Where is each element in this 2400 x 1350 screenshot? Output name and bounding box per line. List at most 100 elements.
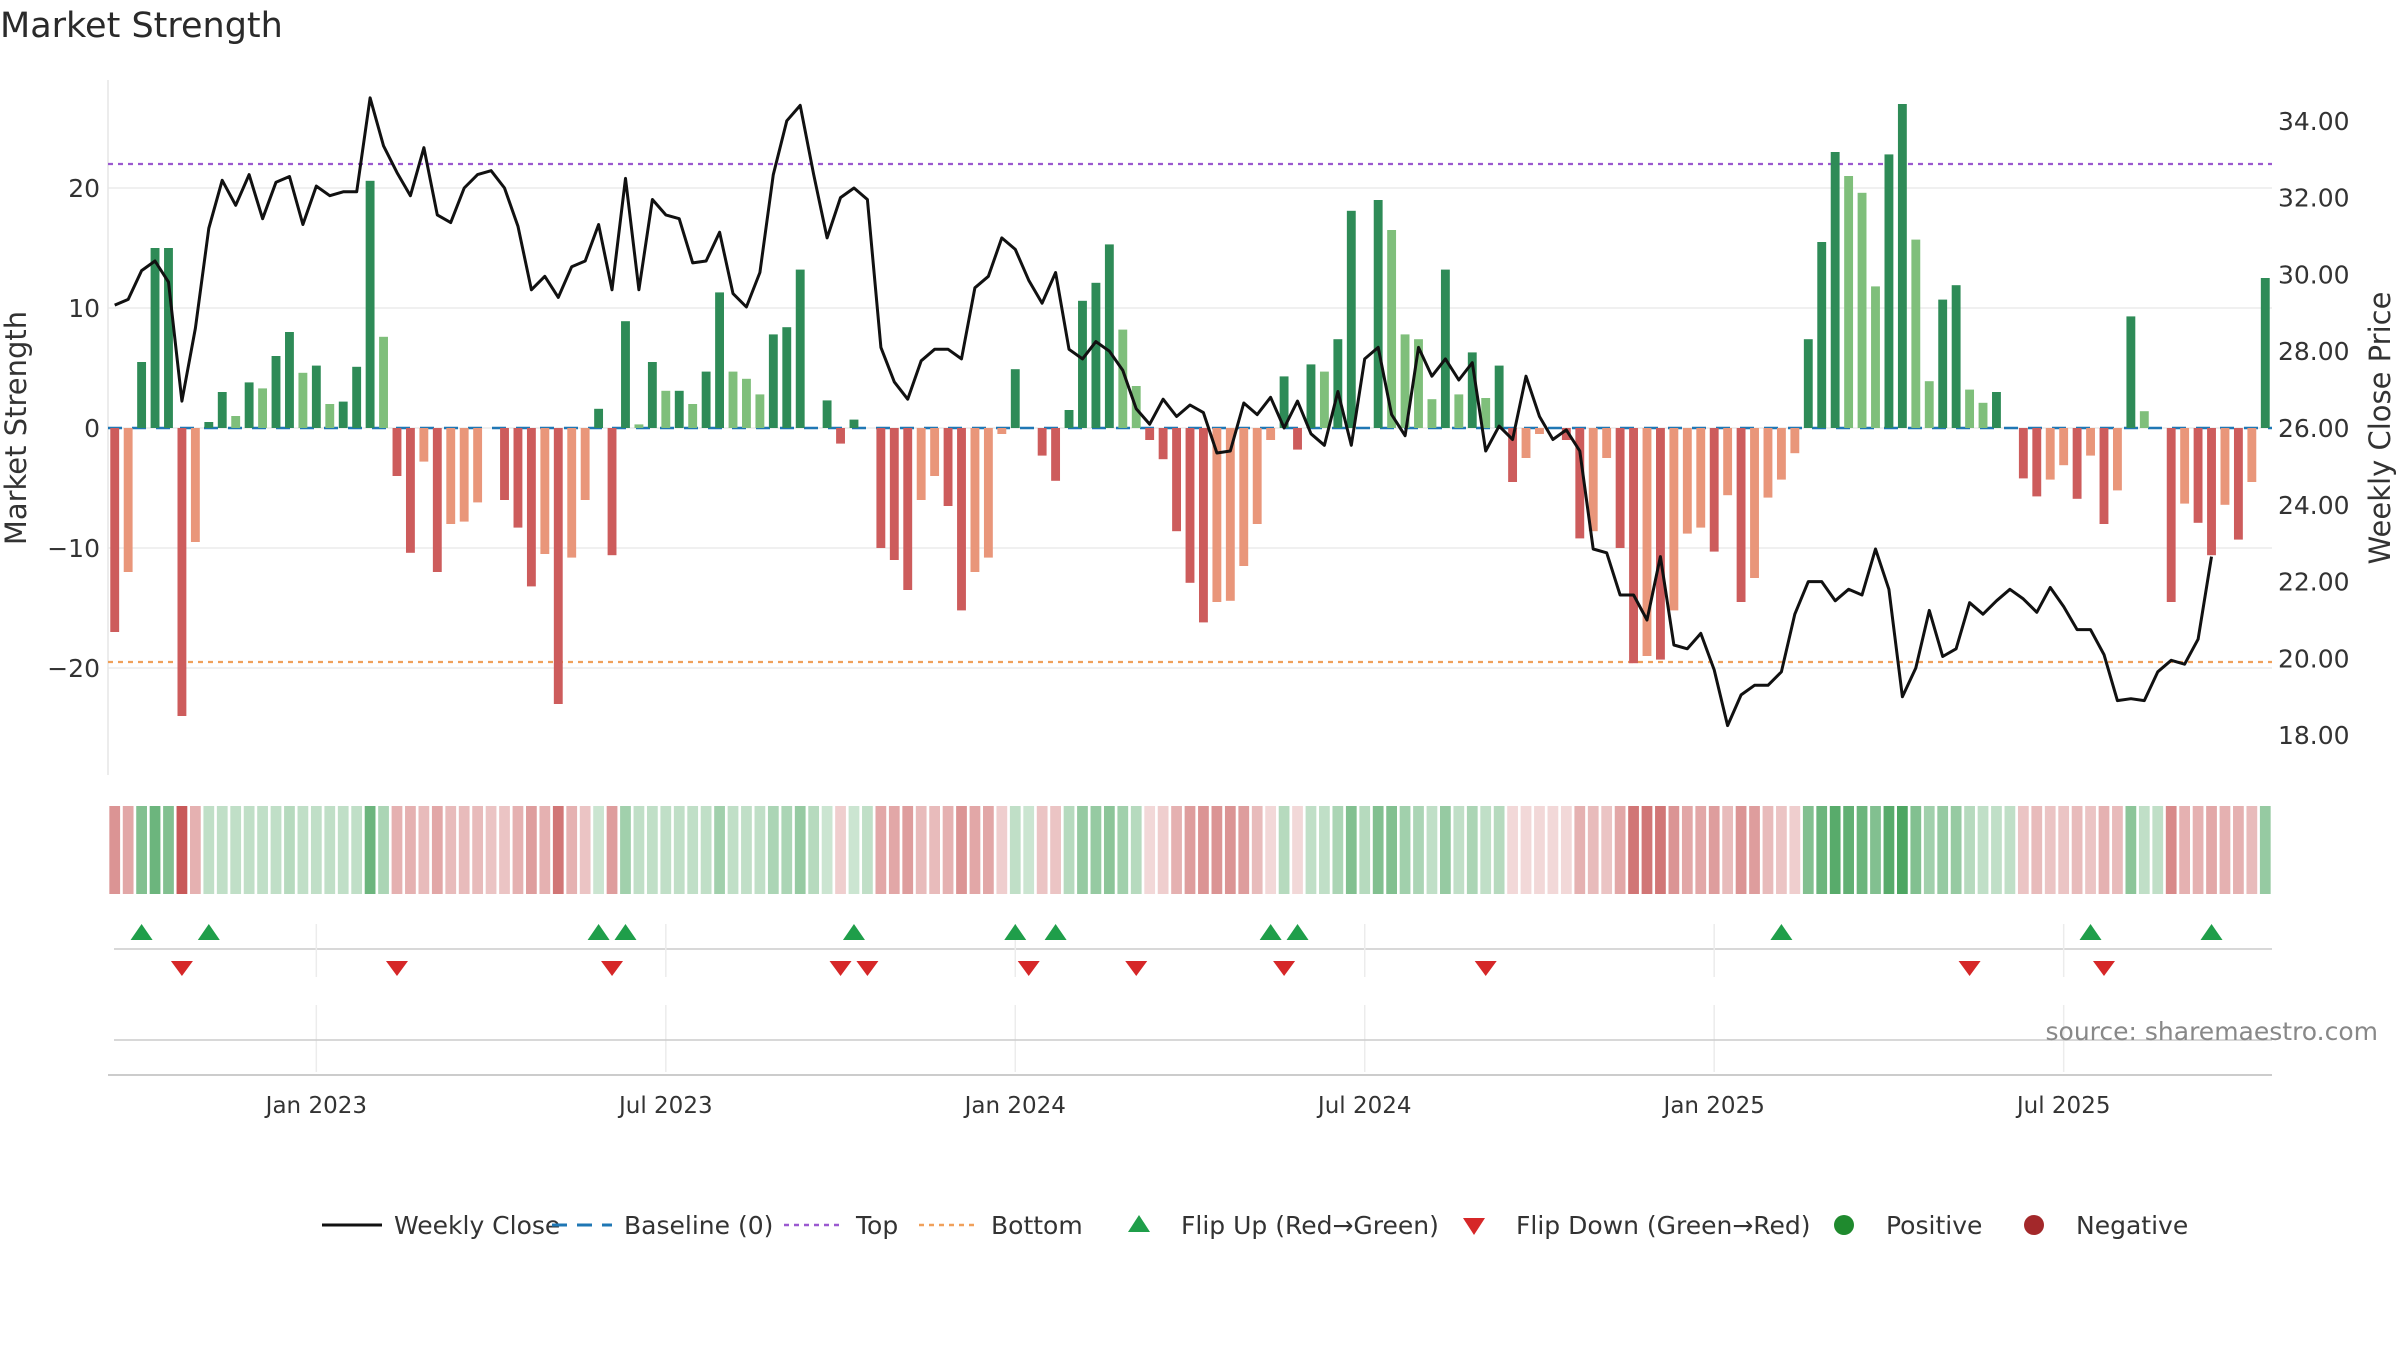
strip-cell	[1587, 806, 1599, 894]
strip-cell	[1292, 806, 1303, 894]
strip-cell	[310, 806, 322, 894]
strip-cell	[1802, 806, 1814, 894]
strip-cell	[2165, 806, 2177, 894]
legend-label: Flip Down (Green→Red)	[1516, 1211, 1811, 1240]
strip-cell	[687, 806, 699, 894]
legend-label: Positive	[1886, 1211, 1982, 1240]
strength-bar	[1521, 428, 1531, 458]
strip-cell	[1157, 806, 1169, 894]
strip-cell	[2138, 806, 2150, 894]
strip-cell	[888, 806, 900, 894]
flip-down-marker	[385, 961, 408, 976]
strength-bar	[2220, 428, 2230, 505]
strip-cell	[956, 806, 967, 894]
strength-bar	[1199, 428, 1208, 623]
strip-cell	[1776, 806, 1787, 894]
strength-bar	[1696, 428, 1706, 528]
strength-bar	[2086, 428, 2095, 456]
strip-cell	[1964, 806, 1975, 894]
strip-cell	[284, 806, 295, 894]
strip-cell	[1762, 806, 1774, 894]
strip-cell	[391, 806, 403, 894]
flip-down-marker	[829, 961, 852, 976]
strength-bar	[594, 408, 604, 428]
strength-bar	[1158, 428, 1168, 460]
strength-bar	[970, 428, 980, 572]
y2-tick-label: 22.00	[2278, 568, 2350, 597]
strength-bar	[540, 428, 550, 554]
flip-down-marker	[1125, 961, 1148, 976]
strip-cell	[741, 806, 752, 894]
strip-cell	[2017, 806, 2029, 894]
strip-cell	[149, 806, 161, 894]
strip-cell	[2125, 806, 2137, 894]
strength-bar	[728, 371, 738, 428]
strip-cell	[418, 806, 430, 894]
strength-bar	[258, 388, 268, 428]
strip-cell	[862, 806, 873, 894]
strip-cell	[1224, 806, 1236, 894]
strip-cell	[1399, 806, 1411, 894]
strength-bar	[2099, 428, 2109, 524]
strength-bar	[2018, 428, 2028, 479]
strength-bar	[352, 366, 362, 428]
strip-cell	[337, 806, 349, 894]
strip-cell	[620, 806, 631, 894]
strength-bar	[1319, 371, 1329, 428]
strength-bar	[836, 428, 845, 444]
strip-cell	[835, 806, 846, 894]
strip-cell	[1103, 806, 1115, 894]
strength-bar	[1776, 428, 1786, 480]
strip-cell	[929, 806, 940, 894]
strength-bar	[500, 428, 509, 500]
strip-cell	[714, 806, 725, 894]
strip-cell	[1278, 806, 1290, 894]
strip-cell	[1856, 806, 1868, 894]
legend-item: Baseline (0)	[552, 1211, 773, 1240]
y2-tick-label: 18.00	[2278, 721, 2350, 750]
strip-cell	[2179, 806, 2191, 894]
strength-bar	[795, 269, 805, 428]
strip-cell	[1560, 806, 1572, 894]
strength-bar	[822, 400, 832, 428]
strip-cell	[1413, 806, 1424, 894]
strength-bar	[1763, 428, 1773, 498]
strip-cell	[351, 806, 363, 894]
y2-tick-label: 32.00	[2278, 184, 2350, 213]
strength-bar	[1239, 428, 1249, 566]
y2-tick-label: 20.00	[2278, 644, 2350, 673]
strength-bar	[1629, 428, 1638, 664]
strip-cell	[1359, 806, 1371, 894]
weekly-close-line	[114, 96, 2213, 728]
strip-cell	[566, 806, 578, 894]
y2-tick-label: 34.00	[2278, 107, 2350, 136]
strength-bar	[1602, 428, 1612, 458]
strip-cell	[1305, 806, 1317, 894]
strip-cell	[1614, 806, 1626, 894]
flip-down-marker	[1273, 961, 1296, 976]
left-axis: 20 10 0 −10 −20	[47, 174, 100, 683]
strength-bar	[1951, 285, 1961, 428]
flip-up-marker	[614, 924, 637, 940]
strength-bar	[2072, 428, 2082, 499]
flip-up-marker	[197, 924, 220, 940]
strength-bar	[338, 401, 348, 428]
strip-cell	[1937, 806, 1949, 894]
strength-bar	[553, 428, 563, 704]
strength-bar	[1252, 428, 1262, 524]
strip-cell	[606, 806, 618, 894]
strength-bar	[782, 327, 792, 428]
date-axis: Jan 2023 Jul 2023 Jan 2024 Jul 2024 Jan 2025…	[264, 1093, 2111, 1119]
strip-cell	[1198, 806, 1209, 894]
strength-bar	[459, 428, 469, 522]
strength-bar	[137, 362, 147, 428]
strength-bar	[2193, 428, 2203, 523]
strip-cell	[673, 806, 685, 894]
y2-axis-label: Weekly Close Price	[2363, 292, 2397, 565]
strength-bar	[2059, 428, 2069, 466]
strip-cell	[1991, 806, 2002, 894]
strength-bar	[1037, 428, 1047, 456]
strip-cell	[983, 806, 994, 894]
strip-cell	[1493, 806, 1505, 894]
strength-bar	[473, 428, 483, 503]
